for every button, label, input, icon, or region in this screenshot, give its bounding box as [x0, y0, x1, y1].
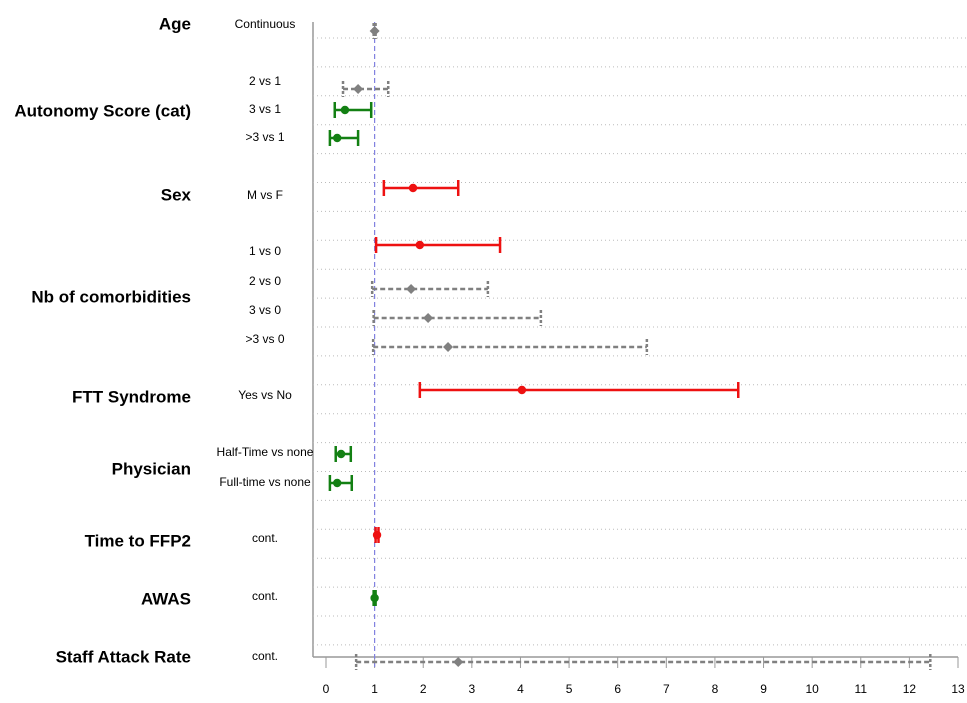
group-label: Time to FFP2 — [85, 531, 191, 550]
x-tick-label: 0 — [323, 682, 330, 696]
group-label: Physician — [112, 459, 191, 478]
estimate-point — [423, 313, 434, 323]
row-label: Continuous — [235, 17, 296, 31]
estimate-point — [406, 284, 417, 294]
x-tick-label: 7 — [663, 682, 670, 696]
row-label: >3 vs 1 — [245, 130, 284, 144]
row-label: 2 vs 0 — [249, 274, 281, 288]
row-label: >3 vs 0 — [245, 332, 284, 346]
estimate-point — [453, 657, 464, 667]
x-tick-label: 12 — [903, 682, 917, 696]
x-tick-label: 1 — [371, 682, 378, 696]
row-label: cont. — [252, 589, 278, 603]
estimate-point — [517, 385, 527, 395]
group-label: Staff Attack Rate — [56, 647, 191, 666]
row-label: M vs F — [247, 188, 283, 202]
x-tick-label: 3 — [469, 682, 476, 696]
row-label: Full-time vs none — [219, 475, 311, 489]
row-label: cont. — [252, 531, 278, 545]
x-tick-label: 11 — [855, 682, 868, 696]
group-label: FTT Syndrome — [72, 387, 191, 406]
row-label: Yes vs No — [238, 388, 292, 402]
estimate-point — [372, 530, 382, 540]
estimate-point — [443, 342, 454, 352]
estimate-point — [408, 183, 418, 193]
x-tick-label: 5 — [566, 682, 573, 696]
estimate-point — [353, 84, 364, 94]
row-label: 3 vs 0 — [249, 303, 281, 317]
x-tick-label: 13 — [951, 682, 965, 696]
group-label: Autonomy Score (cat) — [14, 101, 191, 120]
x-tick-label: 2 — [420, 682, 427, 696]
estimate-point — [340, 105, 350, 115]
estimate-point — [332, 478, 342, 488]
x-tick-label: 6 — [614, 682, 621, 696]
x-tick-label: 9 — [760, 682, 767, 696]
estimate-point — [370, 593, 379, 603]
group-label: Sex — [161, 185, 192, 204]
estimate-point — [369, 26, 380, 36]
row-label: 1 vs 0 — [249, 244, 281, 258]
estimate-point — [336, 449, 346, 459]
group-label: Age — [159, 14, 191, 33]
x-tick-label: 4 — [517, 682, 524, 696]
row-label: 3 vs 1 — [249, 102, 281, 116]
row-label: 2 vs 1 — [249, 74, 281, 88]
estimate-point — [415, 240, 425, 250]
x-tick-label: 10 — [805, 682, 819, 696]
x-tick-label: 8 — [712, 682, 719, 696]
group-label: AWAS — [141, 589, 191, 608]
row-label: Half-Time vs none — [217, 445, 314, 459]
group-label: Nb of comorbidities — [31, 287, 191, 306]
estimate-point — [332, 133, 342, 143]
row-label: cont. — [252, 649, 278, 663]
